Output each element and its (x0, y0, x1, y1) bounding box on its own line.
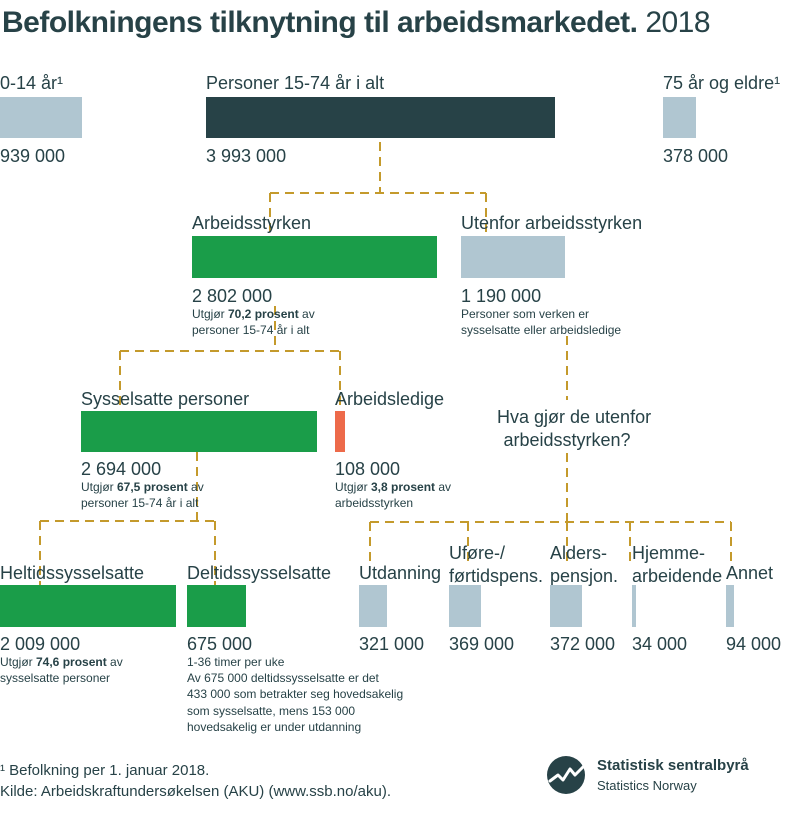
total-value: 3 993 000 (206, 146, 287, 166)
outside-bar (461, 236, 565, 278)
age-75-label: 75 år og eldre¹ (663, 73, 781, 93)
parttime-label: Deltidssysselsatte (187, 563, 332, 583)
other-value: 94 000 (726, 634, 782, 654)
labour-force-note: Utgjør 70,2 prosent av personer 15-74 år… (192, 307, 315, 338)
age-0-14-bar (0, 97, 82, 138)
age-0-14-label: 0-14 år¹ (0, 73, 64, 93)
other-label: Annet (726, 563, 774, 583)
employed-note: Utgjør 67,5 prosent av personer 15-74 år… (81, 480, 204, 511)
total-bar (206, 97, 555, 138)
unemployed-note: Utgjør 3,8 prosent av arbeidsstyrken (335, 480, 452, 511)
parttime-bar (187, 585, 246, 627)
page-title: Befolkningens tilknytning til arbeidsmar… (2, 6, 711, 40)
ssb-logo-icon (546, 755, 586, 795)
footnote: ¹ Befolkning per 1. januar 2018. Kilde: … (0, 760, 391, 802)
labour-force-bar (192, 236, 437, 278)
fulltime-note: Utgjør 74,6 prosent av sysselsatte perso… (0, 655, 123, 686)
parttime-value: 675 000 (187, 634, 253, 654)
unemployed-value: 108 000 (335, 459, 401, 479)
pension-bar (550, 585, 582, 627)
logo-name: Statistisk sentralbyrå (597, 757, 749, 774)
fulltime-label: Heltidssysselsatte (0, 563, 145, 583)
employed-value: 2 694 000 (81, 459, 162, 479)
connector-total (269, 142, 487, 238)
labour-force-label: Arbeidsstyrken (192, 213, 312, 233)
fulltime-bar (0, 585, 176, 627)
outside-label: Utenfor arbeidsstyrken (461, 213, 643, 233)
unemployed-bar (335, 411, 345, 452)
outside-note: Personer som verken er sysselsatte eller… (461, 307, 622, 338)
question-text: Hva gjør de utenfor arbeidsstyrken? (497, 407, 652, 451)
disability-label: Uføre-/ førtidspens. (449, 543, 544, 586)
other-bar (726, 585, 734, 627)
education-bar (359, 585, 387, 627)
disability-bar (449, 585, 481, 627)
unemployed-label: Arbeidsledige (335, 389, 445, 409)
employed-label: Sysselsatte personer (81, 389, 250, 409)
home-bar (632, 585, 636, 627)
logo-subtitle: Statistics Norway (597, 778, 697, 793)
age-75-bar (663, 97, 696, 138)
home-value: 34 000 (632, 634, 688, 654)
title-main: Befolkningens tilknytning til arbeidsmar… (2, 6, 638, 39)
connector-labour (119, 306, 341, 413)
age-75-value: 378 000 (663, 146, 729, 166)
connector-employed (39, 452, 216, 586)
title-year: 2018 (645, 6, 711, 39)
fulltime-value: 2 009 000 (0, 634, 81, 654)
education-value: 321 000 (359, 634, 425, 654)
pension-value: 372 000 (550, 634, 616, 654)
home-label: Hjemme- arbeidende (632, 543, 723, 586)
disability-value: 369 000 (449, 634, 515, 654)
employed-bar (81, 411, 317, 452)
labour-force-value: 2 802 000 (192, 286, 273, 306)
outside-value: 1 190 000 (461, 286, 542, 306)
footnote-line-1: ¹ Befolkning per 1. januar 2018. (0, 762, 210, 779)
education-label: Utdanning (359, 563, 442, 583)
total-label: Personer 15-74 år i alt (206, 73, 385, 93)
connector-question (369, 453, 732, 566)
pension-label: Alders- pensjon. (550, 543, 619, 586)
age-0-14-value: 939 000 (0, 146, 66, 166)
parttime-note: 1-36 timer per uke Av 675 000 deltidssys… (187, 655, 404, 734)
source-line: Kilde: Arbeidskraftundersøkelsen (AKU) (… (0, 783, 391, 800)
